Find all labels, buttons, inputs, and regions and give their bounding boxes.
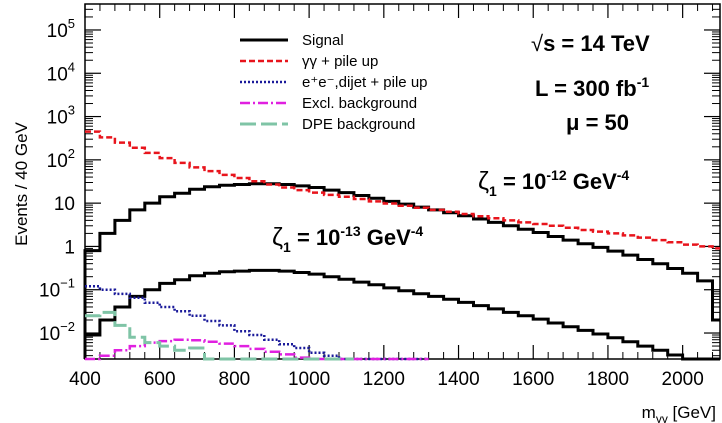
annotation-zeta-lo: ζ1 = 10-13 GeV-4	[272, 223, 423, 255]
annotation-mu: μ = 50	[566, 110, 629, 135]
sqrt-symbol: √	[531, 31, 544, 56]
y-tick-label: 10−1	[39, 276, 75, 302]
zeta-hi-unit-exp: -4	[617, 167, 630, 183]
y-tick-label-exp: 3	[68, 103, 75, 118]
y-tick-label-exp: 2	[68, 146, 75, 161]
series-line-1	[83, 268, 720, 361]
y-tick-label: 10−2	[39, 319, 75, 345]
series-line-3	[85, 285, 429, 361]
zeta-lo-sym: ζ	[272, 223, 283, 251]
x-axis-title: mγγ [GeV]	[642, 403, 716, 423]
y-tick-label: 103	[47, 103, 75, 129]
x-tick-label: 1400	[437, 369, 479, 390]
x-tick-label: 1200	[363, 369, 405, 390]
series-line-0	[83, 182, 720, 359]
x-tick-label: 1600	[512, 369, 554, 390]
x-axis-title-unit: [GeV]	[668, 403, 716, 422]
annotation-sqrt-s: √s = 14 TeV	[531, 31, 650, 56]
lumi-exp: -1	[637, 74, 650, 90]
legend: Signal γγ + pile up e⁺e⁻,dijet + pile up Ex…	[240, 32, 428, 133]
zeta-hi-exp: -12	[546, 167, 566, 183]
sqrt-s-text: s = 14 TeV	[543, 31, 650, 56]
legend-label-2: e⁺e⁻,dijet + pile up	[302, 74, 428, 91]
lumi-text: L = 300 fb	[535, 76, 637, 101]
y-tick-label-base: 10	[54, 194, 75, 215]
y-tick-label-base: 10	[47, 64, 68, 85]
y-tick-label-base: 1	[64, 237, 75, 258]
y-tick-label-base: 10	[47, 108, 68, 129]
y-tick-label: 10	[54, 194, 75, 215]
y-tick-label-exp: 4	[68, 59, 75, 74]
x-axis-title-main: m	[642, 403, 656, 422]
y-tick-label-base: 10	[39, 324, 60, 345]
annotation-zeta-hi: ζ1 = 10-12 GeV-4	[478, 167, 629, 199]
legend-label-0: Signal	[302, 32, 344, 49]
zeta-lo-unit: GeV	[361, 225, 411, 250]
annotation-lumi: L = 300 fb-1	[535, 74, 649, 101]
y-tick-label-base: 10	[39, 281, 60, 302]
zeta-lo-exp: -13	[340, 223, 360, 239]
series-line-4	[85, 338, 429, 361]
zeta-hi-sym: ζ	[478, 167, 489, 195]
y-tick-label-exp: −1	[60, 276, 75, 291]
y-tick-label: 1	[64, 237, 75, 258]
zeta-lo-unit-exp: -4	[411, 223, 424, 239]
zeta-lo-val: = 10	[291, 225, 341, 250]
y-tick-label-base: 10	[47, 151, 68, 172]
x-tick-label: 1800	[587, 369, 629, 390]
x-tick-label: 2000	[662, 369, 704, 390]
zeta-hi-unit: GeV	[567, 169, 617, 194]
axis-ticks: 400 600 800 1000 1200 1400 1600 1800 20001051041…	[39, 4, 720, 390]
y-tick-label-base: 10	[47, 21, 68, 42]
x-tick-label: 1000	[288, 369, 330, 390]
y-tick-label: 105	[47, 16, 75, 42]
x-tick-label: 800	[219, 369, 251, 390]
y-tick-label: 104	[47, 59, 75, 85]
series-line-5	[85, 310, 354, 361]
legend-label-4: DPE background	[302, 116, 415, 133]
y-axis-title: Events / 40 GeV	[12, 121, 31, 245]
x-tick-label: 400	[69, 369, 101, 390]
y-tick-label: 102	[47, 146, 75, 172]
x-axis-title-sub: γγ	[656, 412, 668, 423]
zeta-lo-sub: 1	[283, 239, 291, 255]
y-tick-label-exp: 5	[68, 16, 75, 31]
legend-label-3: Excl. background	[302, 95, 417, 112]
y-tick-label-exp: −2	[60, 319, 75, 334]
zeta-hi-sub: 1	[489, 183, 497, 199]
mu-text: μ = 50	[566, 110, 629, 135]
x-tick-label: 600	[144, 369, 176, 390]
zeta-hi-val: = 10	[497, 169, 547, 194]
series-layer	[83, 130, 720, 361]
legend-label-1: γγ + pile up	[302, 53, 378, 70]
